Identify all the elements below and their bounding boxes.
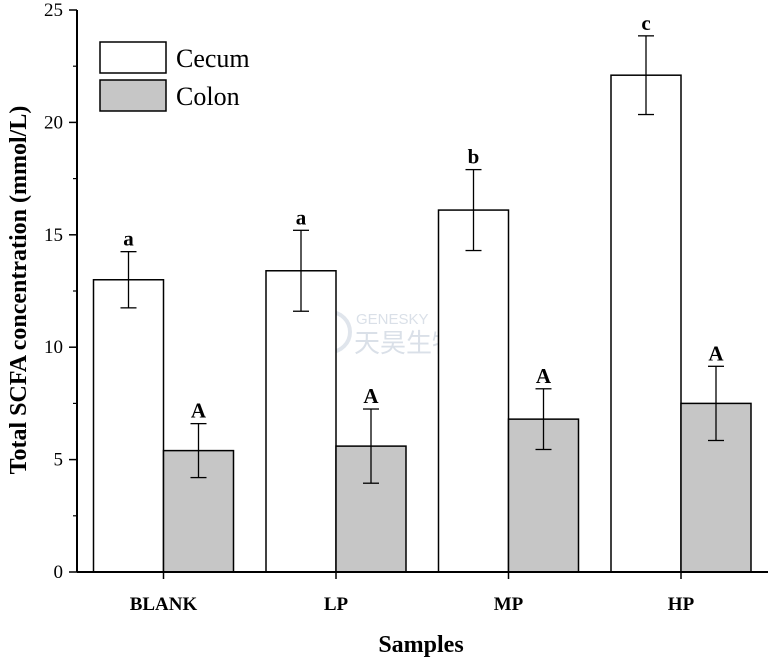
bar-cecum-lp bbox=[265, 270, 337, 573]
significance-label-cecum-lp: a bbox=[296, 205, 307, 229]
legend-item-cecum: Cecum bbox=[99, 41, 250, 74]
x-tick-label-hp: HP bbox=[668, 594, 695, 615]
error-bar-cecum-lp bbox=[293, 229, 309, 312]
significance-label-colon-mp: A bbox=[536, 364, 552, 388]
y-tick-label-20: 20 bbox=[44, 112, 63, 133]
x-tick-label-mp: MP bbox=[494, 594, 524, 615]
x-tick-labels: BLANK LP MP HP bbox=[130, 572, 695, 615]
error-bar-cecum-blank bbox=[120, 251, 137, 309]
y-tick-label-5: 5 bbox=[54, 450, 64, 471]
significance-label-cecum-mp: b bbox=[468, 145, 480, 169]
error-bar-colon-hp bbox=[708, 365, 724, 442]
x-tick-label-lp: LP bbox=[324, 594, 349, 615]
significance-label-colon-lp: A bbox=[363, 384, 379, 408]
y-tick-label-10: 10 bbox=[44, 337, 63, 358]
x-tick-label-blank: BLANK bbox=[130, 594, 198, 615]
legend-swatch-cecum bbox=[99, 41, 167, 74]
bar-cecum-blank bbox=[92, 279, 165, 573]
legend-label-colon: Colon bbox=[176, 82, 240, 111]
error-bars-layer bbox=[120, 35, 724, 484]
significance-label-cecum-hp: c bbox=[641, 11, 650, 35]
x-axis-title: Samples bbox=[378, 632, 463, 658]
legend-item-colon: Colon bbox=[99, 79, 240, 112]
y-tick-label-0: 0 bbox=[54, 562, 64, 583]
error-bar-colon-blank bbox=[190, 422, 207, 479]
y-ticks: 0 5 10 15 20 25 bbox=[44, 0, 77, 583]
significance-labels-layer: a Aa Ab Ac A bbox=[123, 11, 724, 423]
significance-label-colon-hp: A bbox=[708, 341, 724, 365]
error-bar-cecum-hp bbox=[638, 35, 654, 116]
error-bar-colon-lp bbox=[363, 408, 379, 484]
watermark-line-1: GENESKY bbox=[356, 311, 429, 328]
error-bar-cecum-mp bbox=[465, 168, 482, 252]
legend: Cecum Colon bbox=[99, 41, 250, 112]
y-tick-label-15: 15 bbox=[44, 225, 63, 246]
bar-cecum-mp bbox=[437, 209, 510, 573]
error-bar-colon-mp bbox=[535, 388, 552, 451]
y-axis-title: Total SCFA concentration (mmol/L) bbox=[6, 106, 32, 475]
y-tick-label-25: 25 bbox=[44, 0, 63, 21]
significance-label-colon-blank: A bbox=[191, 399, 207, 423]
legend-label-cecum: Cecum bbox=[176, 44, 250, 73]
significance-label-cecum-blank: a bbox=[123, 227, 134, 251]
legend-swatch-colon bbox=[99, 79, 167, 112]
bar-cecum-hp bbox=[610, 74, 682, 573]
